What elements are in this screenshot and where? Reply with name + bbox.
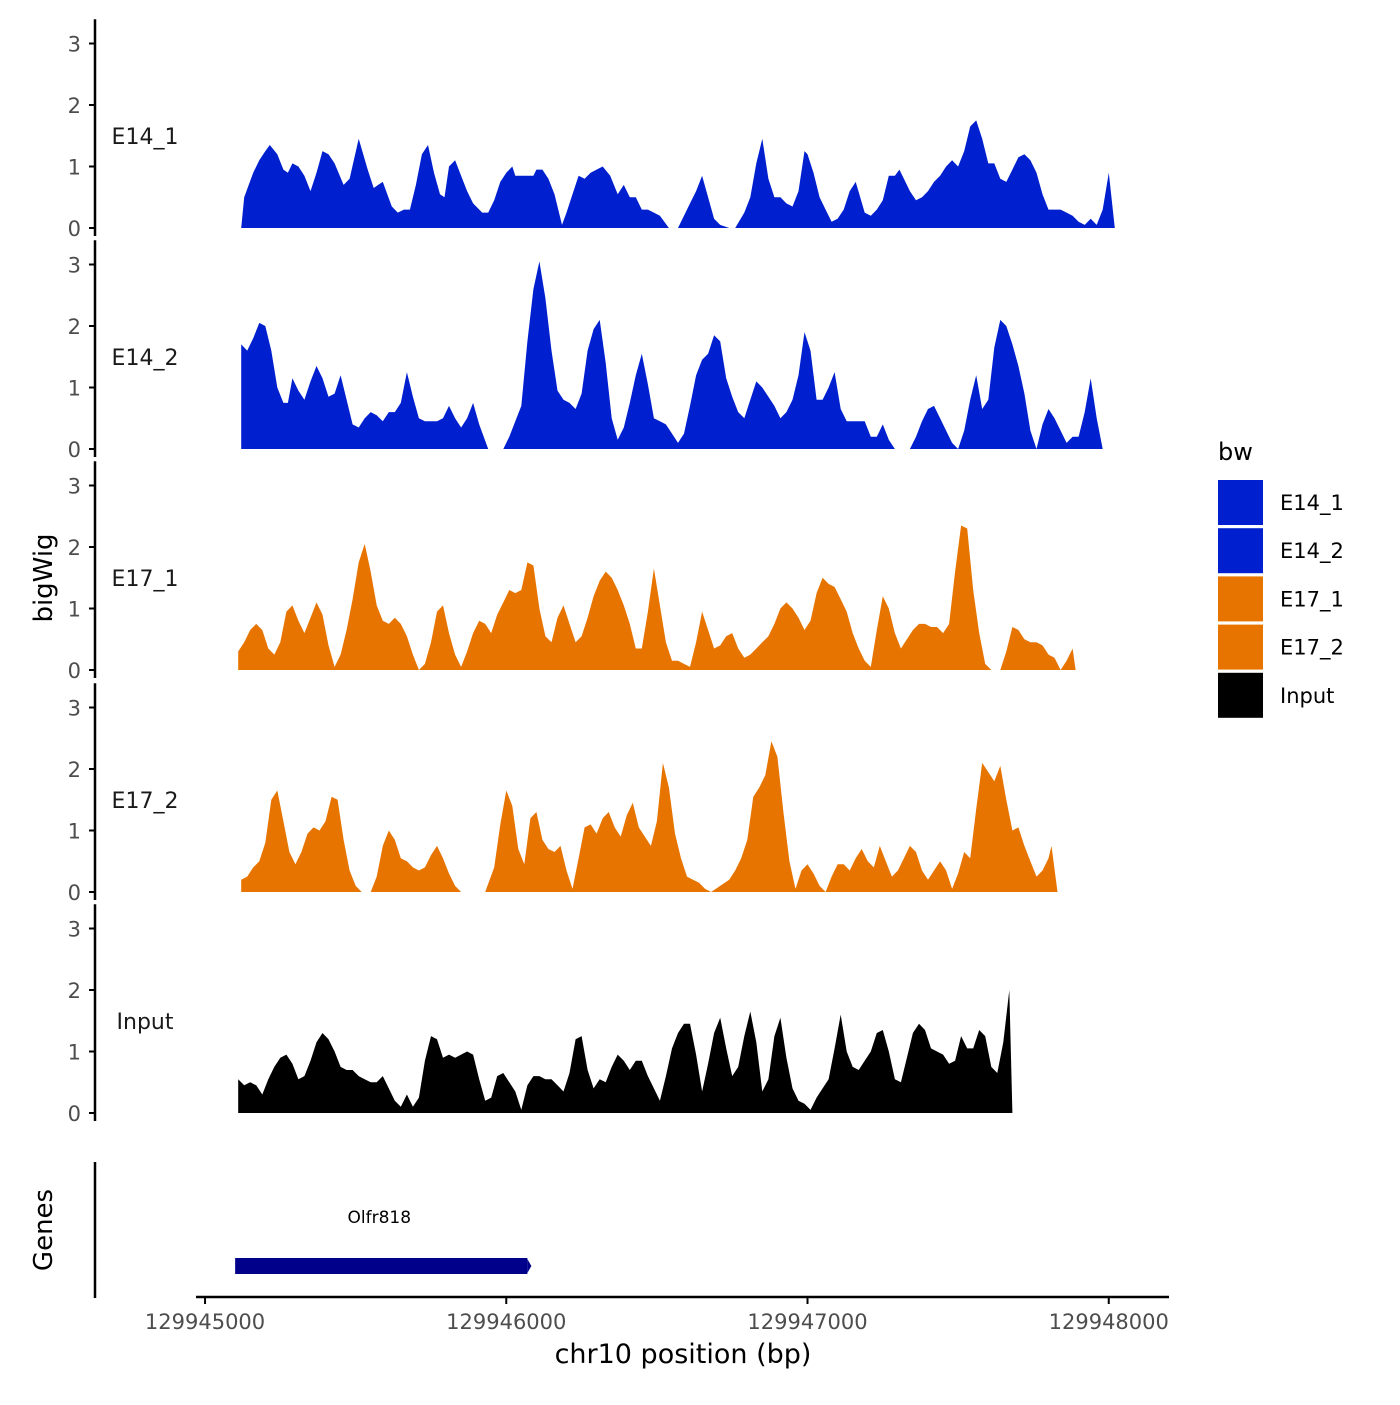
legend-entry-input: Input [1218, 672, 1334, 718]
signal-area-e14_1 [241, 120, 1115, 228]
track-input: 0 1 2 3 Input [68, 904, 1013, 1126]
legend-swatch [1218, 480, 1263, 525]
x-axis: 129945000 129946000 129947000 129948000 [145, 1295, 1169, 1334]
x-tick-label: 129945000 [145, 1310, 265, 1334]
y-tick-label: 1 [68, 820, 81, 844]
legend: bw E14_1 E14_2 E17_1 E17_2 Input [1218, 438, 1344, 718]
y-tick-label: 3 [68, 697, 81, 721]
y-tick-label: 2 [68, 979, 81, 1003]
y-tick-label: 2 [68, 315, 81, 339]
legend-label: E17_1 [1280, 587, 1344, 612]
legend-label: E14_2 [1280, 539, 1344, 564]
y-tick-label: 0 [68, 659, 81, 683]
track-e14_1: 0 1 2 3 E14_1 [68, 19, 1115, 241]
gene-end-cap [235, 1259, 241, 1273]
y-tick-label: 0 [68, 1102, 81, 1126]
y-tick-label: 3 [68, 475, 81, 499]
track-label: E17_2 [112, 789, 179, 814]
y-tick-label: 3 [68, 254, 81, 278]
track-label: E14_1 [112, 125, 179, 150]
legend-swatch [1218, 672, 1263, 718]
signal-area-e17_2 [241, 741, 1058, 892]
signal-area-input [238, 990, 1013, 1113]
track-label: E14_2 [112, 346, 179, 371]
legend-label: E14_1 [1280, 491, 1344, 516]
legend-swatch [1218, 576, 1263, 622]
track-e17_2: 0 1 2 3 E17_2 [68, 683, 1058, 905]
track-e17_1: 0 1 2 3 E17_1 [68, 461, 1076, 683]
legend-label: Input [1280, 684, 1334, 708]
legend-swatch [1218, 624, 1263, 670]
signal-tracks: 0 1 2 3 E14_1 0 1 2 3 E14_2 0 1 2 3 E17_1 0 1 2 3 E17_2 0 1 2 3… [68, 19, 1115, 1126]
signal-area-e14_2 [241, 261, 1103, 449]
track-e14_2: 0 1 2 3 E14_2 [68, 240, 1103, 462]
y-tick-label: 0 [68, 217, 81, 241]
y-tick-label: 1 [68, 598, 81, 622]
track-label: Input [117, 1010, 174, 1035]
y-tick-label: 3 [68, 33, 81, 57]
y-tick-label: 2 [68, 758, 81, 782]
y-tick-label: 1 [68, 156, 81, 180]
y-tick-label: 0 [68, 881, 81, 905]
legend-entry-e17_2: E17_2 [1218, 624, 1344, 670]
x-axis-label: chr10 position (bp) [555, 1339, 812, 1370]
x-tick-label: 129946000 [446, 1310, 566, 1334]
legend-entry-e14_1: E14_1 [1218, 480, 1344, 525]
track-label: E17_1 [112, 567, 179, 592]
y-tick-label: 0 [68, 438, 81, 462]
x-tick-label: 129948000 [1049, 1310, 1169, 1334]
gene-end-cap [527, 1259, 532, 1273]
legend-title: bw [1218, 438, 1253, 466]
gene-olfr818: Olfr818 [235, 1208, 532, 1274]
gene-track: Olfr818 [93, 1162, 532, 1298]
gene-track-label: Genes [29, 1189, 59, 1271]
legend-swatch [1218, 528, 1263, 574]
legend-entry-e17_1: E17_1 [1218, 576, 1344, 622]
y-tick-label: 2 [68, 536, 81, 560]
legend-label: E17_2 [1280, 636, 1344, 661]
x-tick-label: 129947000 [747, 1310, 867, 1334]
y-tick-label: 1 [68, 377, 81, 401]
gene-body [235, 1258, 528, 1274]
legend-entry-e14_2: E14_2 [1218, 528, 1344, 574]
y-tick-label: 2 [68, 94, 81, 118]
y-tick-label: 1 [68, 1041, 81, 1065]
y-tick-label: 3 [68, 918, 81, 942]
signal-area-e17_1 [238, 525, 1076, 670]
gene-label: Olfr818 [347, 1208, 411, 1228]
y-axis-label: bigWig [29, 533, 59, 622]
